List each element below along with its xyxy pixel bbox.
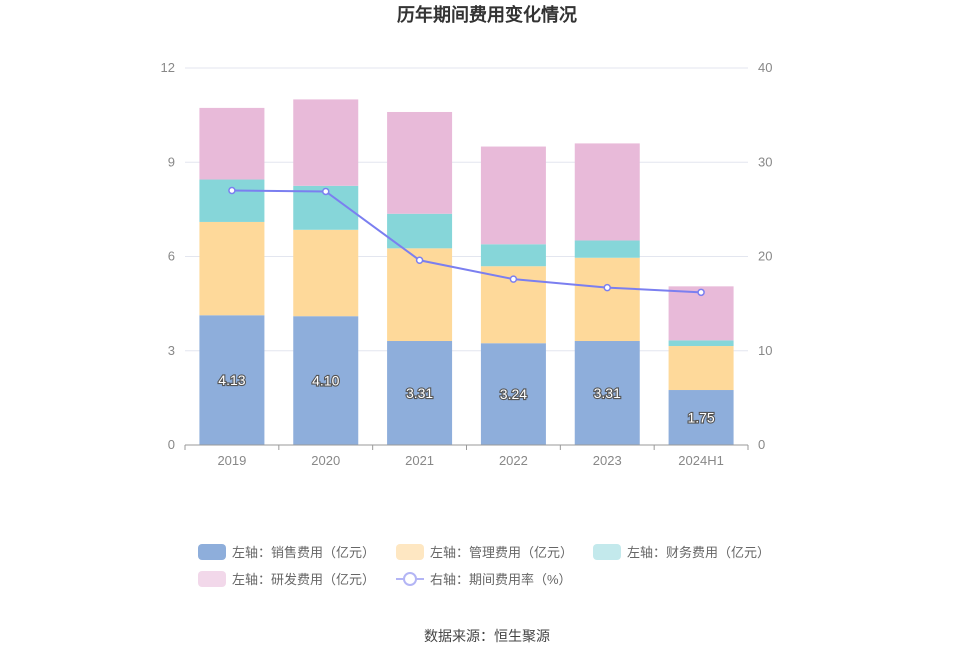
legend-item[interactable]: 左轴：研发费用（亿元） (198, 571, 375, 587)
right-axis-ticks: 0 10 20 30 40 (758, 60, 772, 452)
bar-data-label: 1.75 (687, 410, 714, 426)
bar-segment (199, 315, 265, 445)
rate-point (603, 283, 611, 292)
x-tick-label: 2022 (499, 453, 528, 468)
bar-labels: 4.13 4.10 3.31 3.24 3.31 1.75 (217, 371, 716, 427)
bar-segment (574, 341, 640, 445)
legend-label: 右轴：期间费用率（%） (430, 572, 572, 587)
bar-segment (199, 221, 265, 316)
legend[interactable]: 左轴：销售费用（亿元） 左轴：管理费用（亿元） 左轴：财务费用（亿元） 左轴：研发费用… (198, 544, 770, 587)
bar-segment (480, 343, 546, 445)
bar-segment (668, 346, 734, 391)
bar-segment (480, 244, 546, 267)
rate-point (509, 275, 518, 283)
legend-swatch (198, 544, 226, 560)
legend-label: 左轴：研发费用（亿元） (232, 572, 375, 587)
bar-data-label: 4.13 (218, 372, 245, 388)
bar-segment (574, 143, 640, 241)
rate-line (228, 186, 705, 297)
bar-segment (199, 179, 265, 222)
bar-data-label: 3.31 (406, 385, 433, 401)
legend-item[interactable]: 右轴：期间费用率（%） (396, 572, 572, 587)
legend-swatch (396, 544, 424, 560)
legend-item[interactable]: 左轴：财务费用（亿元） (593, 544, 770, 560)
bar-segment (387, 341, 453, 445)
bar-segment (668, 390, 734, 445)
data-source: 数据来源：恒生聚源 (424, 628, 550, 644)
right-tick-label: 40 (758, 60, 772, 75)
left-tick-label: 12 (161, 60, 175, 75)
x-tick-label: 2024H1 (678, 453, 724, 468)
legend-item[interactable]: 左轴：销售费用（亿元） (198, 544, 375, 560)
bar-data-label: 3.24 (500, 386, 527, 402)
bar-segment (199, 107, 265, 180)
left-tick-label: 0 (168, 437, 175, 452)
right-tick-label: 30 (758, 154, 772, 169)
bar-segment (574, 257, 640, 342)
legend-label: 左轴：管理费用（亿元） (430, 545, 573, 560)
legend-swatch (593, 544, 621, 560)
bar-data-label: 3.31 (594, 385, 621, 401)
x-axis: 2019 2020 2021 2022 2023 2024H1 (184, 444, 749, 468)
x-tick-label: 2019 (217, 453, 246, 468)
bar-data-label: 4.10 (312, 373, 339, 389)
legend-swatch (198, 571, 226, 587)
bar-segment (293, 316, 359, 445)
bar-segment (574, 240, 640, 258)
x-tick-label: 2023 (593, 453, 622, 468)
bar-segment (480, 146, 546, 245)
chart-title: 历年期间费用变化情况 (397, 4, 577, 25)
right-tick-label: 10 (758, 343, 772, 358)
right-tick-label: 0 (758, 437, 765, 452)
bar-segment (668, 340, 734, 347)
bar-segment (387, 111, 453, 214)
grid-lines (185, 67, 748, 352)
bars (199, 99, 734, 445)
bar-segment (293, 99, 359, 186)
legend-label: 左轴：销售费用（亿元） (232, 545, 375, 560)
left-tick-label: 9 (168, 154, 175, 169)
rate-point (228, 186, 236, 195)
left-axis-ticks: 0 3 6 9 12 (161, 60, 175, 452)
bar-segment (387, 213, 453, 249)
rate-line-path (231, 189, 702, 294)
right-tick-label: 20 (758, 249, 772, 264)
rate-point (322, 187, 330, 196)
legend-marker (403, 572, 417, 586)
left-tick-label: 6 (168, 249, 175, 264)
left-tick-label: 3 (168, 343, 175, 358)
legend-item[interactable]: 左轴：管理费用（亿元） (396, 544, 573, 560)
rate-point (697, 288, 705, 297)
legend-label: 左轴：财务费用（亿元） (627, 545, 770, 560)
rate-point (415, 256, 424, 265)
bar-segment (293, 229, 359, 317)
x-tick-label: 2020 (311, 453, 340, 468)
x-tick-label: 2021 (405, 453, 434, 468)
